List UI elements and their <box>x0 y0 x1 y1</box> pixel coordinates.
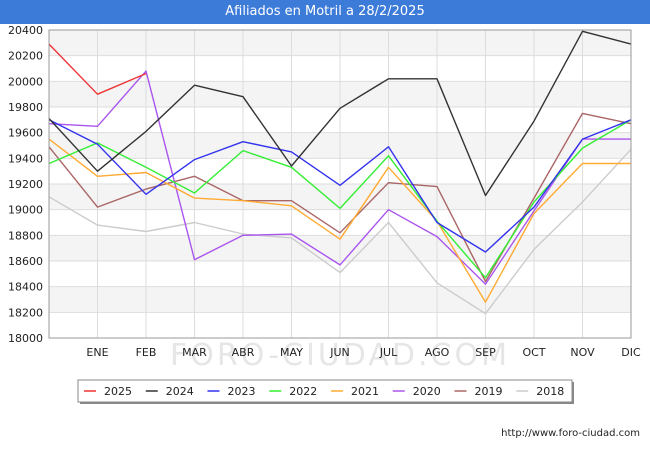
y-tick-label: 19600 <box>8 127 43 140</box>
y-tick-label: 18600 <box>8 255 43 268</box>
x-tick-label: SEP <box>475 346 496 359</box>
x-tick-label: NOV <box>570 346 595 359</box>
y-tick-label: 20000 <box>8 75 43 88</box>
x-tick-label: ENE <box>86 346 108 359</box>
y-tick-label: 18000 <box>8 332 43 345</box>
x-tick-label: JUN <box>329 346 350 359</box>
x-tick-label: AGO <box>425 346 450 359</box>
y-axis-ticks: 18000 18200 18400 18600 18800 19000 19200 19400… <box>8 24 43 345</box>
footer-url[interactable]: http://www.foro-ciudad.com <box>501 428 640 439</box>
x-tick-label: JUL <box>379 346 398 359</box>
x-tick-label: MAY <box>280 346 303 359</box>
legend-box <box>77 379 573 403</box>
series-line-2020 <box>48 70 631 285</box>
y-tick-label: 19400 <box>8 152 43 165</box>
y-tick-label: 18200 <box>8 306 43 319</box>
watermark: FORO-CIUDAD.COM <box>170 338 510 373</box>
chart-title: Afiliados en Motril a 28/2/2025 <box>0 0 650 24</box>
y-tick-label: 20400 <box>8 24 43 37</box>
series-lines <box>48 30 632 315</box>
y-tick-label: 19000 <box>8 204 43 217</box>
legend-label-2025: 2025 <box>104 385 132 398</box>
legend-label-2018: 2018 <box>536 385 564 398</box>
series-line-2023 <box>48 119 632 253</box>
y-tick-label: 19800 <box>8 101 43 114</box>
x-tick-label: FEB <box>136 346 157 359</box>
legend-label-2019: 2019 <box>475 385 503 398</box>
x-tick-label: MAR <box>182 346 207 359</box>
y-tick-label: 18400 <box>8 281 43 294</box>
x-tick-label: OCT <box>522 346 545 359</box>
series-line-2022 <box>48 119 632 279</box>
series-line-2025 <box>48 43 147 95</box>
y-tick-label: 19200 <box>8 178 43 191</box>
x-tick-label: DIC <box>621 346 641 359</box>
legend-label-2020: 2020 <box>413 385 441 398</box>
x-tick-label: ABR <box>232 346 255 359</box>
series-line-2018 <box>48 148 632 315</box>
series-line-2019 <box>48 112 632 283</box>
y-tick-label: 20200 <box>8 50 43 63</box>
legend-label-2023: 2023 <box>228 385 256 398</box>
plot-border <box>48 29 632 339</box>
legend: 2025 2024 2023 2022 2021 2020 2019 2018 <box>77 379 574 404</box>
y-tick-label: 18800 <box>8 229 43 242</box>
series-line-2024 <box>48 30 632 197</box>
legend-label-2021: 2021 <box>351 385 379 398</box>
legend-label-2024: 2024 <box>166 385 194 398</box>
x-axis-ticks: ENE FEB MAR ABR MAY JUN JUL AGO SEP OCT NOV DIC <box>86 346 641 359</box>
legend-label-2022: 2022 <box>289 385 317 398</box>
series-line-2021 <box>48 138 631 303</box>
